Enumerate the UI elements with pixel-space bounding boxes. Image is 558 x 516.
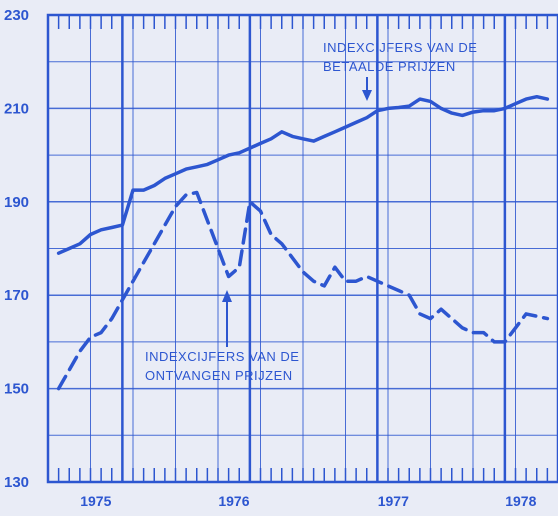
y-tick-label: 130 (4, 474, 29, 491)
series-line-1 (56, 190, 550, 391)
x-year-label: 1975 (80, 493, 111, 509)
series-line-0 (56, 94, 550, 255)
y-tick-label: 210 (4, 100, 29, 117)
annotation-betaalde-line2: BETAALDE PRIJZEN (323, 59, 456, 74)
annotation-ontvangen-line1: INDEXCIJFERS VAN DE (145, 349, 299, 364)
annotation-ontvangen-line2: ONTVANGEN PRIJZEN (145, 368, 293, 383)
y-tick-label: 190 (4, 194, 29, 211)
x-axis-year-labels: 1975 1976 1977 1978 (80, 493, 536, 509)
chart-grid (46, 13, 558, 484)
y-tick-label: 170 (4, 287, 29, 304)
y-axis-labels: 130 150 170 190 210 230 (4, 7, 29, 491)
x-year-label: 1977 (378, 493, 409, 509)
annotation-betaalde: INDEXCIJFERS VAN DE BETAALDE PRIJZEN (323, 40, 477, 101)
chart-ticks (57, 15, 549, 482)
annotation-betaalde-arrow-head (362, 90, 372, 101)
x-year-label: 1978 (505, 493, 536, 509)
chart-series (56, 94, 550, 391)
annotation-betaalde-line1: INDEXCIJFERS VAN DE (323, 40, 477, 55)
y-tick-label: 150 (4, 381, 29, 398)
annotation-ontvangen-arrow-head (222, 290, 232, 302)
y-tick-label: 230 (4, 7, 29, 24)
x-year-label: 1976 (218, 493, 249, 509)
annotation-ontvangen: INDEXCIJFERS VAN DE ONTVANGEN PRIJZEN (145, 290, 299, 383)
